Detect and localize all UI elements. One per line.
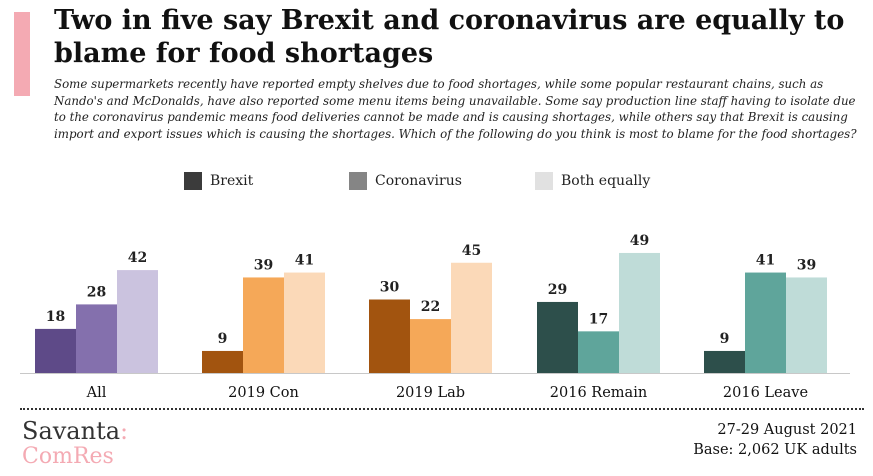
legend-swatch-coronavirus	[349, 172, 367, 190]
bar-2019-con-both-equally	[284, 273, 325, 373]
data-label-2016-remain-both-equally: 49	[630, 233, 649, 249]
data-label-2019-lab-coronavirus: 22	[421, 299, 440, 315]
data-label-all-both-equally: 42	[128, 250, 147, 266]
data-label-2019-con-both-equally: 41	[295, 253, 314, 269]
data-label-2019-con-coronavirus: 39	[254, 257, 273, 273]
brand-main-text: Savanta	[22, 417, 120, 445]
legend-swatch-both-equally	[535, 172, 553, 190]
bar-2019-con-coronavirus	[243, 277, 284, 373]
chart-legend: Brexit Coronavirus Both equally	[0, 172, 873, 194]
bar-2016-leave-both-equally	[786, 277, 827, 373]
bar-2016-remain-coronavirus	[578, 331, 619, 373]
legend-swatch-brexit	[184, 172, 202, 190]
bar-all-brexit	[35, 329, 76, 373]
savanta-comres-logo: Savanta: ComRes	[22, 418, 128, 470]
data-label-2019-lab-both-equally: 45	[462, 243, 481, 259]
x-tick-label-2019-con: 2019 Con	[228, 385, 299, 401]
bar-all-coronavirus	[76, 304, 117, 373]
survey-meta: 27-29 August 2021 Base: 2,062 UK adults	[693, 420, 857, 460]
data-label-2016-leave-coronavirus: 41	[756, 253, 775, 269]
x-tick-label-2016-remain: 2016 Remain	[550, 385, 647, 401]
legend-item-both-equally: Both equally	[535, 172, 650, 190]
x-tick-label-all: All	[86, 385, 107, 401]
brand-sub: ComRes	[22, 444, 128, 470]
x-tick-label-2019-lab: 2019 Lab	[396, 385, 465, 401]
brand-main: Savanta:	[22, 418, 128, 444]
data-label-2016-remain-brexit: 29	[548, 282, 567, 298]
brand-colon: :	[120, 417, 128, 445]
legend-item-brexit: Brexit	[184, 172, 253, 190]
data-label-2016-leave-brexit: 9	[720, 331, 730, 347]
bar-2016-leave-coronavirus	[745, 273, 786, 373]
bar-2019-lab-coronavirus	[410, 319, 451, 373]
title-accent-bar	[14, 12, 30, 96]
bar-2016-remain-both-equally	[619, 253, 660, 373]
data-label-2019-lab-brexit: 30	[380, 280, 400, 296]
x-tick-label-2016-leave: 2016 Leave	[723, 385, 808, 401]
bar-2019-lab-brexit	[369, 300, 410, 374]
data-label-2019-con-brexit: 9	[218, 331, 228, 347]
legend-label-coronavirus: Coronavirus	[375, 173, 462, 189]
bar-2016-remain-brexit	[537, 302, 578, 373]
survey-base: Base: 2,062 UK adults	[693, 440, 857, 460]
bar-all-both-equally	[117, 270, 158, 373]
legend-item-coronavirus: Coronavirus	[349, 172, 462, 190]
data-label-2016-leave-both-equally: 39	[797, 257, 816, 273]
survey-date: 27-29 August 2021	[693, 420, 857, 440]
bar-2019-con-brexit	[202, 351, 243, 373]
bar-chart: 18 28 42 All 9 39 41 2019 Con 30 22 45 2019 Lab 29 17…	[0, 200, 873, 405]
chart-title: Two in five say Brexit and coronavirus a…	[54, 4, 854, 70]
data-label-2016-remain-coronavirus: 17	[589, 311, 608, 327]
bar-2016-leave-brexit	[704, 351, 745, 373]
legend-label-both-equally: Both equally	[561, 173, 650, 189]
chart-subtitle: Some supermarkets recently have reported…	[54, 76, 866, 142]
bar-2019-lab-both-equally	[451, 263, 492, 373]
footer-divider	[20, 408, 864, 410]
data-label-all-coronavirus: 28	[87, 284, 106, 300]
data-label-all-brexit: 18	[46, 309, 65, 325]
legend-label-brexit: Brexit	[210, 173, 253, 189]
